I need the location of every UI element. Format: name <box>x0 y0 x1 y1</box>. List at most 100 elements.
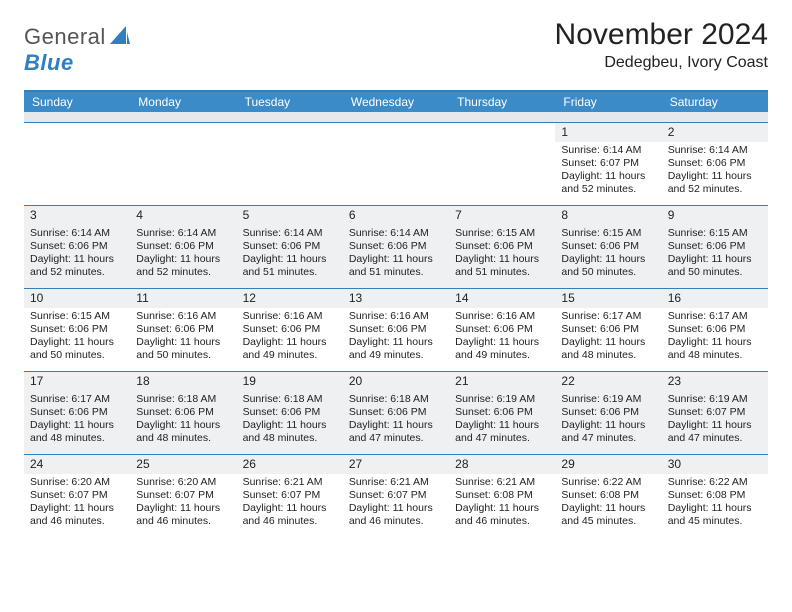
day-cell: 3Sunrise: 6:14 AMSunset: 6:06 PMDaylight… <box>24 206 130 288</box>
day-number: 30 <box>662 455 768 474</box>
day-header: Saturday <box>662 92 768 112</box>
day-number: 10 <box>24 289 130 308</box>
day2-text: and 48 minutes. <box>668 349 762 362</box>
day1-text: Daylight: 11 hours <box>668 336 762 349</box>
sunset-text: Sunset: 6:07 PM <box>561 157 655 170</box>
day-number: 27 <box>343 455 449 474</box>
week-row: 24Sunrise: 6:20 AMSunset: 6:07 PMDayligh… <box>24 454 768 537</box>
day-cell: 6Sunrise: 6:14 AMSunset: 6:06 PMDaylight… <box>343 206 449 288</box>
day-cell: 24Sunrise: 6:20 AMSunset: 6:07 PMDayligh… <box>24 455 130 537</box>
day-header: Monday <box>130 92 236 112</box>
day1-text: Daylight: 11 hours <box>136 253 230 266</box>
day1-text: Daylight: 11 hours <box>455 502 549 515</box>
day-cell: 26Sunrise: 6:21 AMSunset: 6:07 PMDayligh… <box>237 455 343 537</box>
sunset-text: Sunset: 6:06 PM <box>136 323 230 336</box>
sunrise-text: Sunrise: 6:21 AM <box>349 476 443 489</box>
day1-text: Daylight: 11 hours <box>136 336 230 349</box>
day-number: 7 <box>449 206 555 225</box>
day-cell: 5Sunrise: 6:14 AMSunset: 6:06 PMDaylight… <box>237 206 343 288</box>
day-cell: 15Sunrise: 6:17 AMSunset: 6:06 PMDayligh… <box>555 289 661 371</box>
day-number: 29 <box>555 455 661 474</box>
title-block: November 2024 Dedegbeu, Ivory Coast <box>555 18 768 72</box>
day1-text: Daylight: 11 hours <box>243 253 337 266</box>
day-header: Thursday <box>449 92 555 112</box>
day1-text: Daylight: 11 hours <box>561 502 655 515</box>
sunset-text: Sunset: 6:06 PM <box>136 406 230 419</box>
day2-text: and 51 minutes. <box>455 266 549 279</box>
sunrise-text: Sunrise: 6:15 AM <box>30 310 124 323</box>
page-title: November 2024 <box>555 18 768 52</box>
day1-text: Daylight: 11 hours <box>243 419 337 432</box>
day-cell: 14Sunrise: 6:16 AMSunset: 6:06 PMDayligh… <box>449 289 555 371</box>
sunrise-text: Sunrise: 6:16 AM <box>455 310 549 323</box>
empty-cell <box>24 123 130 205</box>
day-number: 20 <box>343 372 449 391</box>
day1-text: Daylight: 11 hours <box>455 419 549 432</box>
day2-text: and 45 minutes. <box>668 515 762 528</box>
sunrise-text: Sunrise: 6:14 AM <box>668 144 762 157</box>
day-header: Sunday <box>24 92 130 112</box>
day2-text: and 46 minutes. <box>349 515 443 528</box>
day-cell: 4Sunrise: 6:14 AMSunset: 6:06 PMDaylight… <box>130 206 236 288</box>
day-number: 15 <box>555 289 661 308</box>
sunset-text: Sunset: 6:06 PM <box>136 240 230 253</box>
day-cell: 13Sunrise: 6:16 AMSunset: 6:06 PMDayligh… <box>343 289 449 371</box>
day1-text: Daylight: 11 hours <box>30 419 124 432</box>
sunrise-text: Sunrise: 6:17 AM <box>561 310 655 323</box>
sunset-text: Sunset: 6:07 PM <box>30 489 124 502</box>
day-cell: 22Sunrise: 6:19 AMSunset: 6:06 PMDayligh… <box>555 372 661 454</box>
sunset-text: Sunset: 6:06 PM <box>561 406 655 419</box>
day-cell: 29Sunrise: 6:22 AMSunset: 6:08 PMDayligh… <box>555 455 661 537</box>
day-cell: 11Sunrise: 6:16 AMSunset: 6:06 PMDayligh… <box>130 289 236 371</box>
day2-text: and 52 minutes. <box>561 183 655 196</box>
day2-text: and 51 minutes. <box>349 266 443 279</box>
day-number: 18 <box>130 372 236 391</box>
sunset-text: Sunset: 6:06 PM <box>30 406 124 419</box>
day-cell: 12Sunrise: 6:16 AMSunset: 6:06 PMDayligh… <box>237 289 343 371</box>
day1-text: Daylight: 11 hours <box>668 502 762 515</box>
sunset-text: Sunset: 6:08 PM <box>455 489 549 502</box>
sunrise-text: Sunrise: 6:16 AM <box>349 310 443 323</box>
day1-text: Daylight: 11 hours <box>668 253 762 266</box>
day-number: 14 <box>449 289 555 308</box>
sub-bar <box>24 112 768 122</box>
calendar: Sunday Monday Tuesday Wednesday Thursday… <box>24 90 768 537</box>
day1-text: Daylight: 11 hours <box>349 502 443 515</box>
day2-text: and 48 minutes. <box>136 432 230 445</box>
sunset-text: Sunset: 6:06 PM <box>455 406 549 419</box>
location: Dedegbeu, Ivory Coast <box>555 54 768 72</box>
sunrise-text: Sunrise: 6:15 AM <box>561 227 655 240</box>
sunrise-text: Sunrise: 6:18 AM <box>243 393 337 406</box>
day2-text: and 50 minutes. <box>561 266 655 279</box>
day2-text: and 48 minutes. <box>243 432 337 445</box>
sunset-text: Sunset: 6:06 PM <box>455 240 549 253</box>
sunset-text: Sunset: 6:06 PM <box>668 240 762 253</box>
day1-text: Daylight: 11 hours <box>136 502 230 515</box>
sunrise-text: Sunrise: 6:20 AM <box>30 476 124 489</box>
sunrise-text: Sunrise: 6:22 AM <box>668 476 762 489</box>
day-header: Tuesday <box>237 92 343 112</box>
day1-text: Daylight: 11 hours <box>455 253 549 266</box>
day-cell: 16Sunrise: 6:17 AMSunset: 6:06 PMDayligh… <box>662 289 768 371</box>
sunrise-text: Sunrise: 6:18 AM <box>349 393 443 406</box>
day2-text: and 49 minutes. <box>243 349 337 362</box>
sunrise-text: Sunrise: 6:22 AM <box>561 476 655 489</box>
week-row: 10Sunrise: 6:15 AMSunset: 6:06 PMDayligh… <box>24 288 768 371</box>
day-cell: 8Sunrise: 6:15 AMSunset: 6:06 PMDaylight… <box>555 206 661 288</box>
day-cell: 17Sunrise: 6:17 AMSunset: 6:06 PMDayligh… <box>24 372 130 454</box>
day-number: 17 <box>24 372 130 391</box>
sunrise-text: Sunrise: 6:15 AM <box>455 227 549 240</box>
day1-text: Daylight: 11 hours <box>243 336 337 349</box>
day2-text: and 48 minutes. <box>30 432 124 445</box>
day2-text: and 52 minutes. <box>136 266 230 279</box>
logo-text: General Blue <box>24 24 130 76</box>
day-cell: 9Sunrise: 6:15 AMSunset: 6:06 PMDaylight… <box>662 206 768 288</box>
sunrise-text: Sunrise: 6:19 AM <box>455 393 549 406</box>
day-number: 26 <box>237 455 343 474</box>
week-row: 3Sunrise: 6:14 AMSunset: 6:06 PMDaylight… <box>24 205 768 288</box>
week-row: 1Sunrise: 6:14 AMSunset: 6:07 PMDaylight… <box>24 122 768 205</box>
sunrise-text: Sunrise: 6:16 AM <box>136 310 230 323</box>
sunrise-text: Sunrise: 6:19 AM <box>561 393 655 406</box>
day2-text: and 52 minutes. <box>668 183 762 196</box>
day-cell: 30Sunrise: 6:22 AMSunset: 6:08 PMDayligh… <box>662 455 768 537</box>
